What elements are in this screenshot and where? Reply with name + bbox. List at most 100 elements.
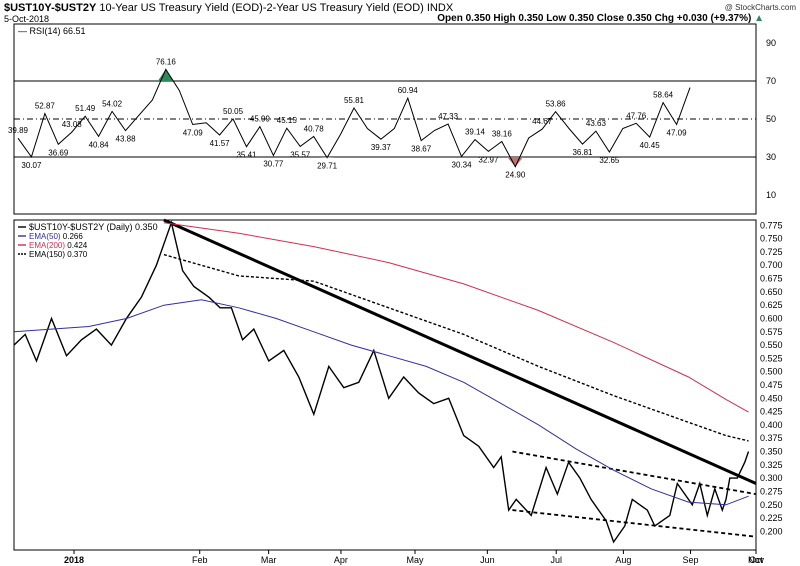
series-ema-50- <box>13 299 749 506</box>
price-y-tick: 0.675 <box>760 274 783 284</box>
rsi-data-label: 30.07 <box>21 161 42 170</box>
legend-value: 0.350 <box>133 222 158 232</box>
rsi-data-label: 44.67 <box>532 117 553 126</box>
series--ust10y-ust2y <box>13 220 750 544</box>
chart-date: 5-Oct-2018 <box>4 14 50 24</box>
rsi-data-label: 40.45 <box>640 141 661 150</box>
price-y-tick: 0.200 <box>760 526 783 536</box>
price-y-tick: 0.325 <box>760 460 783 470</box>
exchange-label: INDX <box>426 2 454 14</box>
rsi-oversold-fill <box>507 157 524 167</box>
x-tick-label: Aug <box>615 555 631 565</box>
rsi-data-label: 47.09 <box>667 129 688 138</box>
rsi-data-label: 35.41 <box>236 151 257 160</box>
price-y-tick: 0.400 <box>760 420 783 430</box>
legend-value: 0.266 <box>61 232 84 241</box>
rsi-y-tick: 70 <box>766 76 776 86</box>
x-tick-label: 2018 <box>64 555 84 565</box>
price-frame <box>13 219 757 551</box>
price-y-tick: 0.425 <box>760 407 783 417</box>
rsi-data-label: 45.15 <box>277 116 298 125</box>
rsi-legend: — RSI(14) 66.51 <box>18 26 86 36</box>
x-tick-label: Jul <box>550 555 562 565</box>
price-y-tick: 0.725 <box>760 247 783 257</box>
quote-summary: Open 0.350 High 0.350 Low 0.350 Close 0.… <box>437 13 764 24</box>
rsi-data-label: 47.09 <box>183 129 204 138</box>
price-y-tick: 0.550 <box>760 340 783 350</box>
price-panel: 0.775 0.750 0.725 0.700 0.675 0.650 0.625 0.600… <box>13 218 783 551</box>
price-y-tick: 0.575 <box>760 327 783 337</box>
rsi-data-label: 43.63 <box>586 119 607 128</box>
symbol-label: $UST10Y-$UST2Y <box>4 2 97 14</box>
x-tick-label: Apr <box>334 555 348 565</box>
x-tick-label: Feb <box>192 555 208 565</box>
rsi-data-label: 47.33 <box>438 112 459 121</box>
trendline-channel-top <box>512 450 757 495</box>
x-tick-label: Nov <box>748 555 765 565</box>
trendline-channel-bottom <box>512 509 757 538</box>
rsi-panel: 10 30 50 70 90 — RSI(14) 66.51 39.89 30.07 52.87… <box>8 23 776 215</box>
rsi-data-label: 51.49 <box>75 104 96 113</box>
price-y-tick: 0.700 <box>760 260 783 270</box>
rsi-data-label: 36.81 <box>572 148 593 157</box>
rsi-y-tick: 50 <box>766 114 776 124</box>
rsi-data-label: 50.05 <box>223 107 244 116</box>
x-tick-label: Jun <box>480 555 495 565</box>
rsi-line <box>17 68 691 168</box>
rsi-data-label: 32.65 <box>599 156 620 165</box>
legend-entry: EMA(50) 0.266 <box>29 232 83 241</box>
rsi-data-label: 55.81 <box>344 96 365 105</box>
price-y-tick: 0.350 <box>760 447 783 457</box>
rsi-data-label: 36.69 <box>48 148 69 157</box>
price-y-tick: 0.525 <box>760 353 783 363</box>
rsi-data-label: 47.76 <box>626 111 647 120</box>
rsi-overbought-fill <box>157 69 174 81</box>
rsi-data-label: 41.57 <box>210 139 231 148</box>
price-y-tick: 0.450 <box>760 393 783 403</box>
legend-name: EMA(50) <box>29 232 61 241</box>
rsi-data-label: 30.34 <box>452 160 473 169</box>
series-ema-150- <box>163 253 749 442</box>
legend-value: 0.424 <box>65 241 88 250</box>
legend-name: EMA(150) <box>29 250 65 259</box>
rsi-data-label: 24.90 <box>505 171 526 180</box>
price-y-tick: 0.650 <box>760 287 783 297</box>
rsi-y-tick: 10 <box>766 190 776 200</box>
rsi-data-label: 39.89 <box>8 126 29 135</box>
price-y-tick: 0.300 <box>760 473 783 483</box>
rsi-data-label: 32.97 <box>478 155 499 164</box>
price-y-tick: 0.750 <box>760 234 783 244</box>
rsi-data-label: 40.78 <box>304 125 325 134</box>
x-tick-label: Sep <box>683 555 699 565</box>
rsi-y-tick: 30 <box>766 152 776 162</box>
rsi-data-label: 38.67 <box>411 145 432 154</box>
rsi-data-label: 60.94 <box>398 86 419 95</box>
rsi-data-label: 30.77 <box>263 160 284 169</box>
rsi-data-label: 58.64 <box>653 91 674 100</box>
trendline-upper <box>163 218 757 485</box>
legend-entry: EMA(200) 0.424 <box>29 241 88 250</box>
price-y-tick: 0.500 <box>760 367 783 377</box>
x-tick-label: Oct <box>749 555 764 565</box>
rsi-data-label: 43.88 <box>116 135 137 144</box>
quote-text: Open 0.350 High 0.350 Low 0.350 Close 0.… <box>437 13 752 24</box>
price-y-tick: 0.625 <box>760 300 783 310</box>
legend-name: $UST10Y-$UST2Y (Daily) <box>29 222 133 232</box>
x-tick-label: Mar <box>261 555 277 565</box>
rsi-y-tick: 90 <box>766 38 776 48</box>
rsi-data-label: 35.57 <box>290 150 311 159</box>
symbol-description: 10-Year US Treasury Yield (EOD)-2-Year U… <box>99 2 424 14</box>
rsi-data-label: 76.16 <box>156 57 177 66</box>
rsi-data-label: 43.08 <box>62 120 83 129</box>
price-y-tick: 0.275 <box>760 486 783 496</box>
rsi-data-label: 29.71 <box>317 162 338 171</box>
price-y-tick: 0.375 <box>760 433 783 443</box>
price-y-tick: 0.600 <box>760 313 783 323</box>
up-arrow-icon: ▲ <box>754 13 764 24</box>
x-tick-label: May <box>406 555 424 565</box>
chart-title: $UST10Y-$UST2Y 10-Year US Treasury Yield… <box>4 2 453 14</box>
legend-name: EMA(200) <box>29 241 65 250</box>
legend-entry: $UST10Y-$UST2Y (Daily) 0.350 <box>29 222 158 232</box>
